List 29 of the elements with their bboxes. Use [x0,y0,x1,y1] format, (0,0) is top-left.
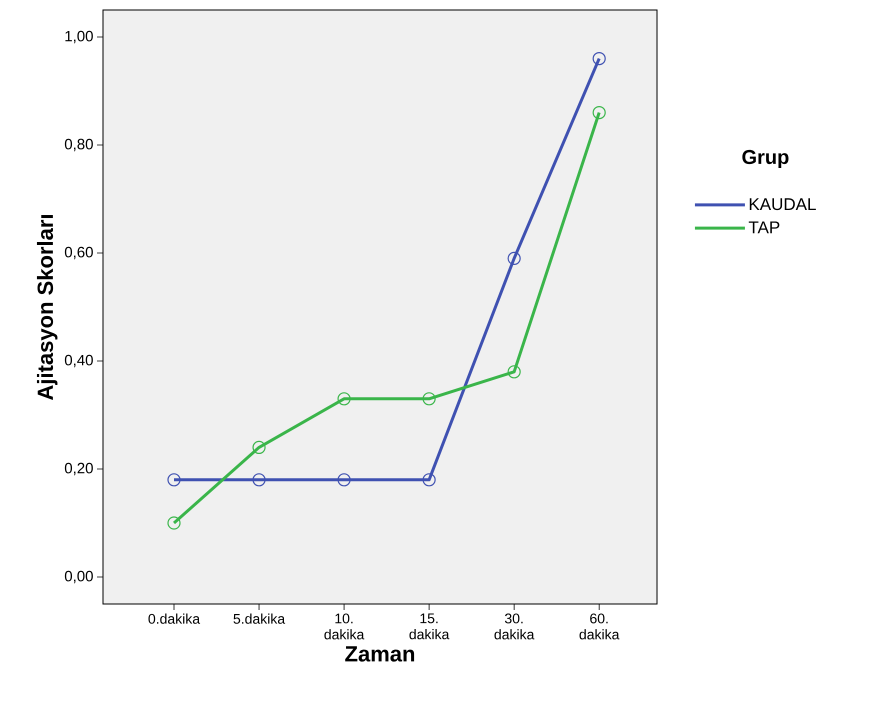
point [508,365,521,378]
y-tick-label: 1,00 [65,30,93,44]
legend-label: TAP [748,221,780,234]
y-tick-label: 0,40 [64,354,93,368]
point [422,473,436,486]
y-tick-label: 0,00 [64,570,93,584]
x-axis-title: Zaman [345,646,414,662]
x-tick-label: 15. dakika [409,614,450,640]
point [508,252,521,265]
point [592,106,606,120]
y-axis-title: Ajitasyon Skorları [36,215,58,400]
x-tick-label: 0.dakika [148,614,200,624]
y-tick-label: 0,60 [64,246,93,260]
x-tick-label: 5.dakika [234,614,286,624]
y-tick-label: 0,20 [64,462,93,476]
y-tick-label: 0,80 [64,138,93,152]
x-tick-label: 30. dakika [494,614,534,640]
legend-title: Grup [742,150,788,168]
point [337,392,351,406]
point [592,52,606,66]
point [252,440,266,454]
legend-label: KAUDAL [750,198,816,210]
point [422,392,436,406]
point [167,473,181,486]
point [337,473,351,486]
x-tick-label: 60. dakika [580,614,620,640]
point [167,516,181,530]
x-tick-label: 10. dakika [324,614,364,640]
point [252,473,266,486]
